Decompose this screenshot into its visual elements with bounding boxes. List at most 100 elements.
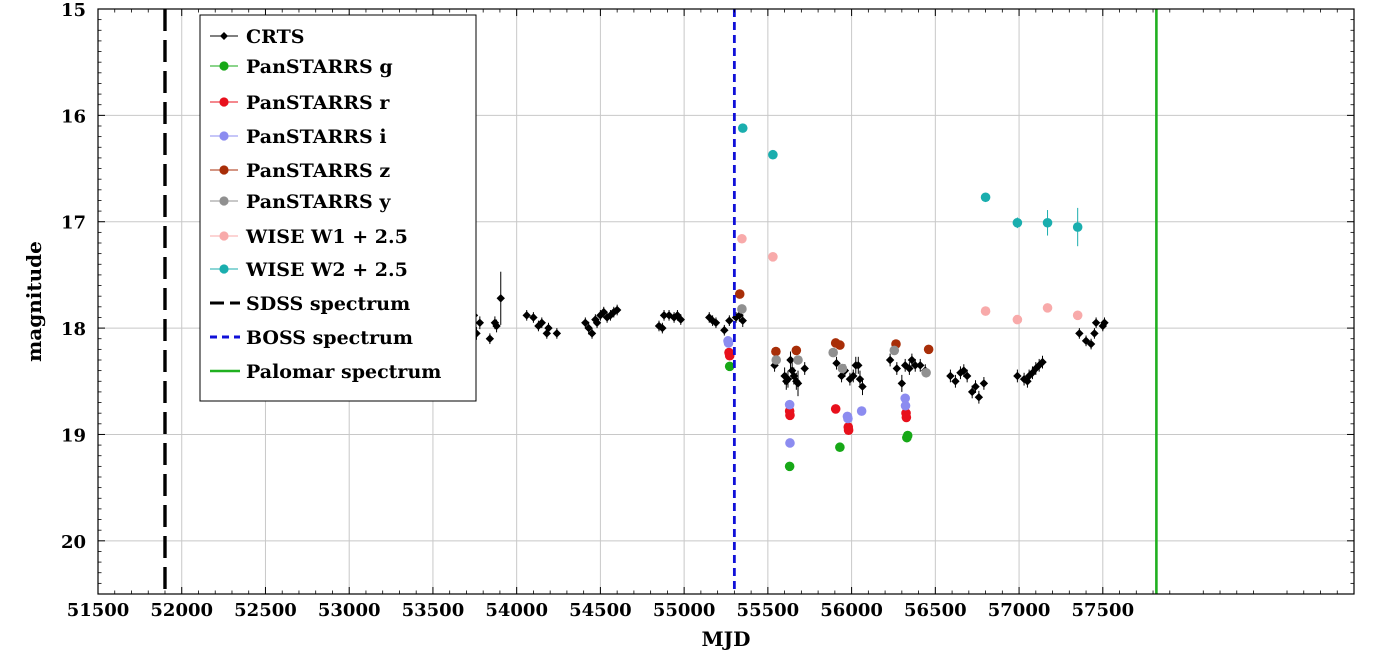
data-point <box>1072 222 1083 232</box>
data-point <box>979 379 989 388</box>
data-point <box>1012 314 1023 325</box>
data-point <box>780 371 789 381</box>
data-point <box>770 361 779 370</box>
data-point <box>1012 217 1023 228</box>
legend-entry-panstarrs-z: PanSTARRS z <box>210 160 390 182</box>
legend-entry-boss-spectrum: BOSS spectrum <box>210 327 413 349</box>
legend-label: Palomar spectrum <box>246 361 441 383</box>
data-point <box>785 438 795 448</box>
legend-label: PanSTARRS y <box>246 191 391 213</box>
x-tick-label: 55500 <box>737 600 800 621</box>
data-point <box>587 329 597 338</box>
x-tick-label: 53000 <box>318 600 381 621</box>
data-point <box>793 355 803 365</box>
data-point <box>584 323 593 333</box>
series-panstarrs-z <box>734 289 934 357</box>
series-crts <box>422 271 1109 404</box>
data-point <box>552 329 562 338</box>
x-axis-label: MJD <box>702 627 751 651</box>
data-point <box>830 404 841 414</box>
data-point <box>837 371 846 381</box>
y-tick-label: 17 <box>61 213 86 234</box>
data-point <box>1023 377 1032 386</box>
data-point <box>980 306 991 316</box>
data-point <box>676 315 685 324</box>
data-point <box>980 192 991 203</box>
data-point <box>737 233 747 244</box>
legend-entry-panstarrs-y: PanSTARRS y <box>210 191 391 213</box>
y-tick-label: 20 <box>61 532 86 553</box>
legend-label: BOSS spectrum <box>246 327 413 349</box>
x-tick-label: 55000 <box>653 600 716 621</box>
x-tick-label: 51500 <box>67 600 130 621</box>
data-point <box>923 344 934 355</box>
data-point <box>951 377 960 386</box>
y-tick-label: 18 <box>61 319 86 340</box>
legend-entry-wise-w2-2-5: WISE W2 + 2.5 <box>210 259 408 281</box>
data-point <box>858 382 867 391</box>
data-point <box>720 326 729 335</box>
y-tick-label: 19 <box>61 425 86 446</box>
data-point <box>591 315 600 324</box>
x-tick-label: 53500 <box>402 600 465 621</box>
data-point <box>956 368 965 377</box>
legend-swatch-marker <box>220 32 228 40</box>
data-point <box>659 311 669 320</box>
data-point <box>897 379 907 388</box>
data-point <box>974 393 984 402</box>
data-point <box>664 311 674 320</box>
legend-entry-wise-w1-2-5: WISE W1 + 2.5 <box>210 226 408 248</box>
series-panstarrs-i <box>723 336 911 448</box>
data-point <box>599 307 608 317</box>
data-point <box>789 371 799 381</box>
data-point <box>971 382 980 391</box>
legend-swatch-marker <box>219 231 229 241</box>
x-tick-label: 57000 <box>988 600 1051 621</box>
data-point <box>737 123 748 133</box>
data-point <box>1042 217 1053 228</box>
data-point <box>737 304 747 314</box>
data-point <box>496 294 505 303</box>
y-tick-label: 15 <box>61 0 86 21</box>
data-point <box>900 400 911 411</box>
data-point <box>856 406 867 416</box>
data-point <box>791 345 802 356</box>
data-point <box>711 318 721 327</box>
x-tick-label: 56000 <box>820 600 883 621</box>
x-tick-label: 52500 <box>234 600 297 621</box>
data-point <box>485 334 495 343</box>
data-point <box>738 316 747 325</box>
data-point <box>475 318 485 327</box>
data-point <box>902 430 913 441</box>
data-point <box>723 338 734 348</box>
plot-frame <box>97 8 1355 595</box>
legend-swatch-marker <box>219 196 229 206</box>
spectrum-lines <box>163 9 1158 594</box>
data-point <box>916 361 925 370</box>
data-point <box>959 366 969 375</box>
legend-label: WISE W1 + 2.5 <box>245 226 408 248</box>
series-panstarrs-g <box>724 361 913 472</box>
y-axis-label: magnitude <box>22 241 46 362</box>
data-point <box>784 399 795 410</box>
series-wise-w2-2-5 <box>737 123 1083 247</box>
data-point <box>734 289 745 299</box>
legend-box <box>199 14 477 402</box>
legend-entry-panstarrs-g: PanSTARRS g <box>210 56 393 78</box>
legend-label: SDSS spectrum <box>246 293 410 315</box>
data-point <box>1072 310 1083 321</box>
data-point <box>832 358 841 368</box>
data-point <box>835 340 845 350</box>
data-point <box>828 347 838 358</box>
data-point <box>1038 357 1047 367</box>
legend-label: PanSTARRS r <box>246 92 390 114</box>
x-tick-label: 54500 <box>569 600 632 621</box>
data-point <box>1075 329 1084 338</box>
legend-label: PanSTARRS g <box>246 56 393 78</box>
x-tick-label: 52000 <box>150 600 213 621</box>
data-point <box>911 361 920 370</box>
data-point <box>529 313 538 322</box>
data-point <box>837 363 848 374</box>
data-point <box>800 364 809 373</box>
